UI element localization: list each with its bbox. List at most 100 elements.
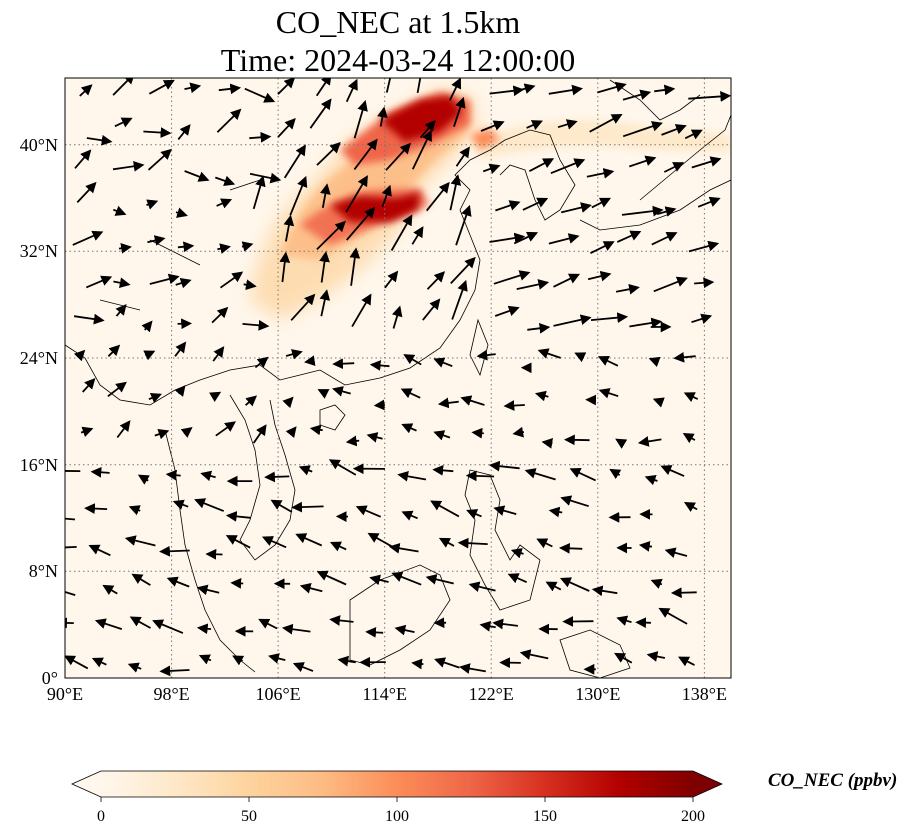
- lon-tick-label: 114°E: [362, 684, 407, 704]
- wind-arrow: [319, 289, 331, 317]
- colorbar-max-extend: [693, 771, 722, 797]
- wind-arrow: [597, 81, 627, 94]
- wind-arrow: [264, 471, 290, 483]
- map-subtitle: Time: 2024-03-24 12:00:00: [220, 42, 576, 78]
- wind-arrow: [320, 183, 331, 208]
- wind-vectors: [65, 78, 731, 677]
- wind-arrow: [589, 113, 623, 133]
- wind-arrow: [388, 542, 419, 554]
- lat-tick-label: 40°N: [20, 135, 58, 155]
- wind-arrow: [355, 505, 382, 518]
- wind-arrow: [560, 495, 589, 508]
- wind-arrow: [72, 230, 104, 246]
- wind-arrow: [65, 655, 89, 670]
- wind-arrow: [390, 214, 413, 251]
- wind-arrow: [366, 432, 383, 443]
- wind-arrow: [411, 129, 432, 170]
- wind-arrow: [249, 131, 272, 143]
- wind-arrow: [422, 298, 441, 321]
- colorbar-gradient: [101, 771, 693, 797]
- wind-arrow: [214, 175, 236, 186]
- wind-arrow: [385, 142, 412, 171]
- lat-tick-label: 24°N: [20, 348, 58, 368]
- wind-arrow: [65, 546, 77, 549]
- wind-arrow: [232, 655, 245, 666]
- wind-arrow: [697, 196, 721, 208]
- wind-arrow: [545, 581, 562, 592]
- wind-arrow: [377, 106, 388, 127]
- wind-arrow: [513, 231, 539, 245]
- wind-arrow: [564, 434, 590, 446]
- wind-arrow: [245, 395, 258, 407]
- wind-arrow: [622, 121, 663, 138]
- wind-arrow: [174, 385, 186, 397]
- wind-arrow: [400, 388, 421, 399]
- colorbar-tick-label: 50: [241, 808, 257, 825]
- wind-arrow: [332, 386, 351, 397]
- wind-arrow: [285, 426, 297, 439]
- wind-arrow: [448, 78, 462, 101]
- wind-arrow: [113, 277, 131, 289]
- wind-arrow: [254, 356, 269, 369]
- wind-arrow: [283, 214, 295, 242]
- wind-arrow: [143, 127, 172, 138]
- wind-arrow: [493, 505, 517, 516]
- wind-arrow: [154, 428, 170, 440]
- wind-arrow: [217, 243, 231, 254]
- wind-arrow: [309, 98, 332, 129]
- wind-arrow: [241, 241, 254, 252]
- wind-arrow: [653, 276, 688, 293]
- wind-arrow: [537, 348, 561, 359]
- wind-arrow: [591, 197, 612, 209]
- wind-arrow: [219, 271, 244, 289]
- wind-arrow: [635, 617, 651, 629]
- wind-arrow: [557, 119, 578, 130]
- wind-arrow: [90, 466, 110, 478]
- wind-arrow: [277, 78, 296, 95]
- wind-arrow: [184, 170, 210, 182]
- wind-arrow: [149, 273, 180, 285]
- wind-arrow: [569, 467, 596, 482]
- wind-arrow: [598, 388, 619, 399]
- wind-arrow: [285, 349, 303, 360]
- wind-arrow: [277, 117, 296, 138]
- wind-arrow: [80, 426, 94, 437]
- wind-arrow: [174, 341, 187, 357]
- wind-arrow: [184, 82, 202, 94]
- wind-arrow: [637, 436, 662, 447]
- lat-tick-label: 16°N: [20, 455, 58, 475]
- wind-arrow: [548, 84, 583, 96]
- wind-arrow: [279, 251, 291, 283]
- wind-arrow: [391, 571, 422, 586]
- wind-arrow: [515, 83, 536, 94]
- wind-arrow: [177, 124, 191, 140]
- wind-arrow: [654, 84, 676, 96]
- wind-arrow: [683, 392, 699, 403]
- wind-arrow: [337, 655, 356, 667]
- wind-arrow: [114, 117, 133, 128]
- wind-arrow: [493, 270, 531, 285]
- wind-arrow: [316, 220, 346, 251]
- wind-arrow: [112, 78, 135, 96]
- wind-arrow: [450, 256, 476, 285]
- lat-tick-label: 0°: [42, 668, 58, 688]
- wind-arrow: [528, 158, 555, 172]
- wind-arrow: [560, 202, 592, 214]
- wind-arrow: [526, 120, 543, 130]
- wind-arrow: [373, 399, 385, 411]
- lon-tick-label: 90°E: [47, 684, 83, 704]
- wind-arrow: [559, 542, 583, 554]
- wind-arrow: [465, 470, 495, 482]
- wind-arrow: [391, 305, 403, 329]
- wind-arrow: [541, 438, 554, 449]
- wind-arrow: [438, 537, 455, 548]
- colorbar-tick-label: 0: [97, 808, 105, 825]
- wind-arrow: [616, 615, 632, 626]
- wind-arrow: [319, 251, 330, 283]
- wind-arrow: [209, 391, 222, 402]
- wind-arrow: [116, 420, 131, 439]
- wind-arrow: [512, 426, 525, 438]
- wind-arrow: [503, 400, 525, 411]
- wind-arrow: [629, 317, 663, 329]
